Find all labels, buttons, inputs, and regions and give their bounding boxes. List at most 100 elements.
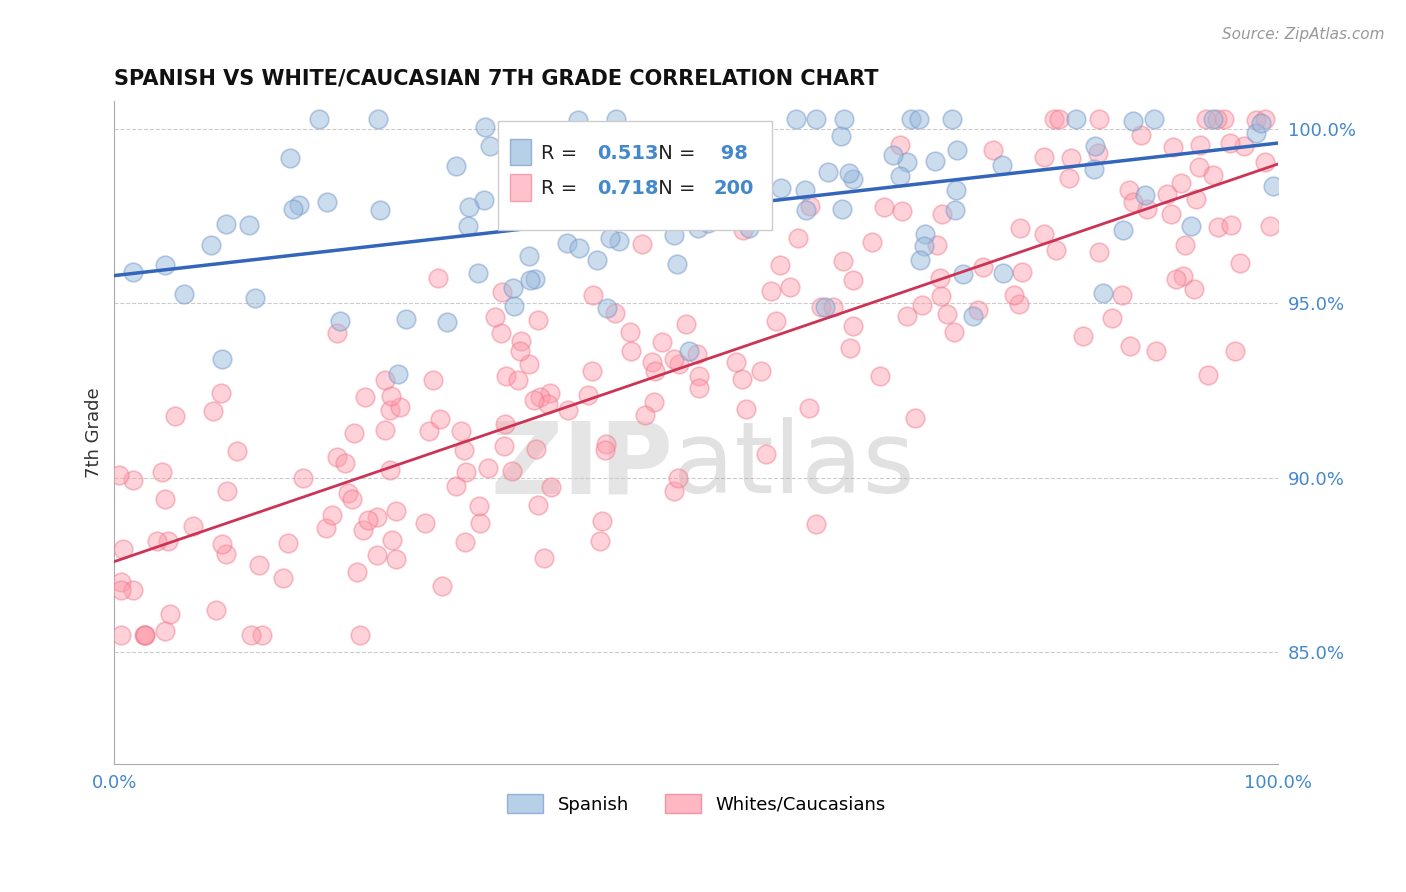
Point xyxy=(721,200,744,214)
Point xyxy=(173,287,195,301)
Point xyxy=(1180,219,1202,234)
Point xyxy=(697,216,720,230)
Point xyxy=(122,582,145,597)
Point xyxy=(605,112,627,126)
Text: Source: ZipAtlas.com: Source: ZipAtlas.com xyxy=(1222,27,1385,42)
Point xyxy=(929,289,952,303)
Point xyxy=(366,509,388,524)
Point xyxy=(353,523,375,537)
Point xyxy=(163,409,186,423)
Point xyxy=(477,461,499,475)
Point xyxy=(537,396,560,410)
Point xyxy=(357,513,380,527)
Point xyxy=(1205,112,1227,126)
Point xyxy=(593,442,616,457)
Point xyxy=(491,285,513,300)
Point xyxy=(1233,139,1256,153)
Point xyxy=(644,364,666,378)
Point xyxy=(1194,112,1216,126)
Point xyxy=(896,155,918,169)
Point xyxy=(380,389,402,403)
Point xyxy=(501,464,523,478)
Point xyxy=(529,390,551,404)
Text: R =: R = xyxy=(541,145,583,163)
Point xyxy=(491,326,513,340)
Point xyxy=(810,300,832,314)
Point xyxy=(688,369,710,384)
Point xyxy=(454,465,477,479)
Point xyxy=(1219,218,1241,232)
Point xyxy=(524,272,547,286)
Point xyxy=(1229,256,1251,270)
Point xyxy=(153,258,176,272)
Point xyxy=(769,181,792,195)
Point xyxy=(731,223,754,237)
Point xyxy=(1174,237,1197,252)
Point xyxy=(735,401,758,416)
Point xyxy=(495,369,517,384)
Point xyxy=(110,628,132,642)
Point xyxy=(745,184,768,198)
Point xyxy=(1185,193,1208,207)
Point xyxy=(457,219,479,234)
Point xyxy=(785,112,807,126)
Point xyxy=(1188,160,1211,174)
Text: 0.718: 0.718 xyxy=(598,179,659,198)
Point xyxy=(366,548,388,562)
Point xyxy=(664,483,686,498)
Point xyxy=(839,341,862,355)
Point xyxy=(755,447,778,461)
Point xyxy=(354,390,377,404)
Point xyxy=(291,471,314,485)
Point xyxy=(315,194,337,209)
Point xyxy=(429,411,451,425)
Point xyxy=(374,423,396,437)
Point xyxy=(506,373,529,387)
Point xyxy=(153,492,176,507)
Point xyxy=(1258,219,1281,233)
Point xyxy=(823,301,845,315)
Point xyxy=(1253,112,1275,126)
Point xyxy=(159,607,181,622)
Point xyxy=(250,628,273,642)
Point xyxy=(1111,287,1133,301)
Point xyxy=(619,325,641,339)
Point xyxy=(517,357,540,371)
Point xyxy=(240,628,263,642)
Point xyxy=(841,172,863,186)
Point xyxy=(576,388,599,402)
Text: SPANISH VS WHITE/CAUCASIAN 7TH GRADE CORRELATION CHART: SPANISH VS WHITE/CAUCASIAN 7TH GRADE COR… xyxy=(114,69,879,88)
Point xyxy=(211,537,233,551)
Point xyxy=(911,298,934,312)
Point xyxy=(110,583,132,598)
Point xyxy=(281,202,304,216)
Point xyxy=(607,234,630,248)
Point xyxy=(340,491,363,506)
Point xyxy=(966,303,988,318)
Point xyxy=(349,628,371,642)
Point xyxy=(315,521,337,535)
Point xyxy=(942,325,965,339)
Point xyxy=(1144,343,1167,358)
Point xyxy=(936,307,959,321)
Point xyxy=(842,273,865,287)
Point xyxy=(346,565,368,579)
Point xyxy=(468,499,491,513)
Point xyxy=(450,424,472,438)
Point xyxy=(806,112,828,126)
Text: atlas: atlas xyxy=(673,417,915,514)
Text: 98: 98 xyxy=(714,145,748,163)
Point xyxy=(1136,202,1159,217)
Point xyxy=(526,498,548,512)
Point xyxy=(470,516,492,531)
Point xyxy=(1087,146,1109,161)
Point xyxy=(630,237,652,252)
Point xyxy=(374,373,396,387)
Point xyxy=(804,516,827,531)
Point xyxy=(686,347,709,361)
Point xyxy=(557,402,579,417)
Point xyxy=(769,258,792,272)
Point xyxy=(586,252,609,267)
Point xyxy=(335,456,357,470)
Point xyxy=(830,129,852,144)
